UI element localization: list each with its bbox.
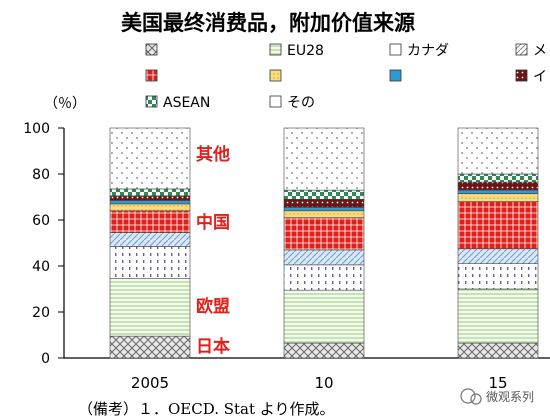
y-ticks: 0 20 40 60 80 100	[23, 121, 64, 367]
y-axis-unit-label: （％）	[44, 96, 86, 112]
bar-segment	[283, 189, 365, 200]
legend-swatch	[389, 43, 402, 56]
bar-segment	[283, 207, 365, 212]
bars	[109, 127, 539, 359]
bar-segment	[109, 200, 191, 205]
bar-segment	[109, 195, 191, 201]
bar-segment	[457, 173, 539, 183]
y-tick-label: 20	[32, 305, 50, 321]
bar-segment	[109, 203, 191, 212]
legend-swatch	[269, 95, 282, 108]
y-tick-label: 40	[32, 259, 50, 275]
annotation-eu: 欧盟	[196, 296, 230, 317]
legend: EU28 カナダ メイ ASEAN その	[145, 43, 547, 111]
annotation-china: 中国	[196, 212, 230, 233]
bar-segment	[109, 210, 191, 233]
legend-label: カナダ	[407, 43, 449, 59]
bar-segment	[457, 342, 539, 359]
legend-label: EU28	[287, 43, 324, 59]
bar-segment	[109, 127, 191, 190]
legend-swatch	[515, 43, 528, 56]
bar-segment	[283, 210, 365, 219]
x-tick-label: 10	[314, 374, 333, 392]
bar-segment	[457, 248, 539, 264]
legend-label: メ	[533, 43, 547, 59]
bar-segment	[283, 199, 365, 208]
bar-segment	[283, 264, 365, 291]
bar-segment	[457, 263, 539, 290]
legend-swatch	[515, 69, 528, 82]
y-tick-label: 100	[23, 121, 50, 137]
legend-swatch	[145, 95, 158, 108]
bar-segment	[457, 201, 539, 250]
watermark-text: 微观系列	[486, 390, 534, 404]
bar-segment	[283, 342, 365, 359]
bar-segment	[283, 249, 365, 266]
chat-bubble-icon	[460, 388, 476, 404]
watermark: 微观系列	[460, 388, 534, 405]
x-tick-label: 2005	[131, 374, 169, 392]
bar-segment	[109, 232, 191, 247]
bar-segment	[283, 217, 365, 251]
x-ticks: 2005 10 15	[131, 374, 508, 392]
legend-label: イ	[533, 69, 547, 85]
annotation-other: 其他	[196, 144, 230, 165]
legend-swatch	[145, 43, 158, 56]
bar-segment	[109, 188, 191, 197]
x-tick-label: 15	[488, 374, 507, 392]
bar-segment	[457, 127, 539, 175]
y-tick-label: 80	[32, 167, 50, 183]
bar-segment	[283, 127, 365, 191]
bar-segment	[109, 335, 191, 359]
legend-swatch	[269, 43, 282, 56]
y-tick-label: 0	[41, 351, 50, 367]
bar-segment	[109, 278, 191, 337]
bar-segment	[457, 288, 539, 344]
y-tick-label: 60	[32, 213, 50, 229]
bar-segment	[457, 193, 539, 202]
source-note: （備考）１．OECD. Stat より作成。	[78, 400, 335, 418]
chart-title: 美国最终消费品，附加价值来源	[121, 11, 415, 35]
legend-swatch	[145, 69, 158, 82]
bar-segment	[457, 181, 539, 191]
legend-swatch	[389, 69, 402, 82]
legend-label: その	[287, 95, 315, 111]
bar-segment	[283, 289, 365, 344]
bar-segment	[109, 246, 191, 279]
chat-bubble-small-icon	[470, 393, 482, 405]
annotation-japan: 日本	[196, 336, 230, 357]
legend-swatch	[269, 69, 282, 82]
legend-label: ASEAN	[163, 95, 210, 111]
bar-segment	[457, 189, 539, 194]
